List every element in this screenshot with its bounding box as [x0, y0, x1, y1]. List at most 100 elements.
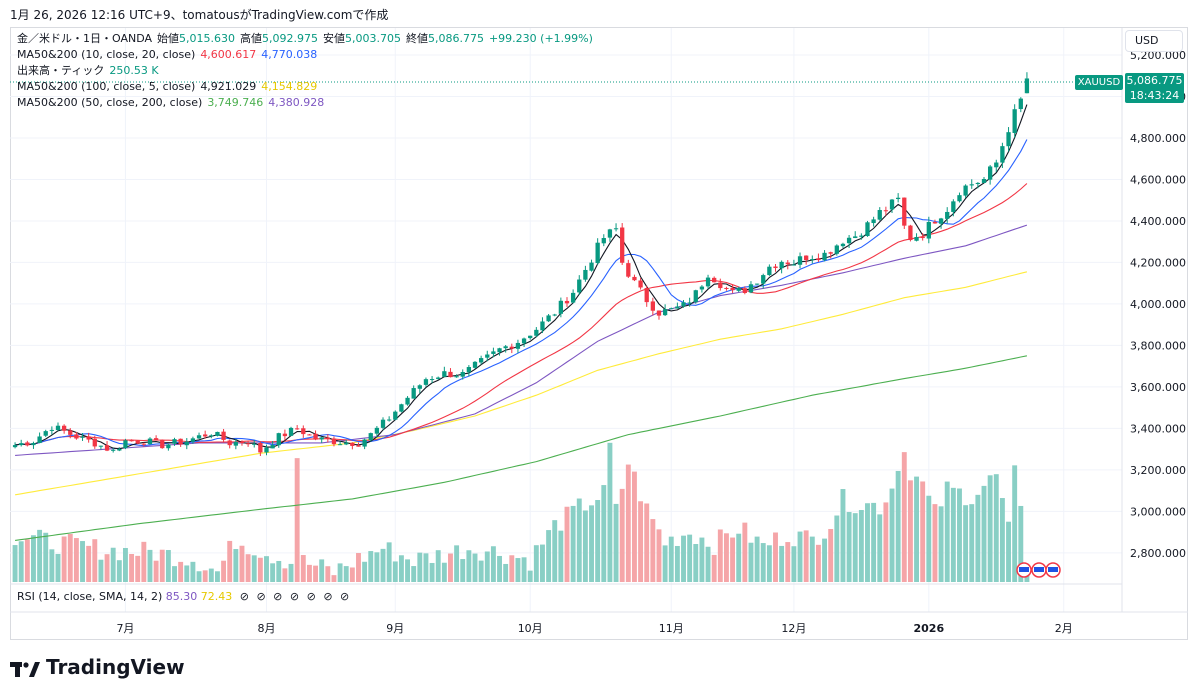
volume-bar	[926, 495, 932, 582]
candle-body	[810, 259, 815, 261]
candle	[117, 447, 122, 452]
last-price-badge: 5,086.775 18:43:24	[1125, 73, 1184, 103]
candle	[448, 368, 453, 378]
volume-bar	[116, 560, 122, 582]
candle	[761, 273, 766, 289]
candle	[43, 429, 48, 438]
candle	[693, 289, 698, 304]
candle	[963, 184, 968, 199]
candle	[429, 376, 435, 384]
candle	[613, 223, 619, 232]
candle-body	[534, 329, 539, 336]
volume-bar	[24, 539, 30, 582]
ma-long-legend[interactable]: MA50&200 (50, close, 200, close) 3,749.74…	[17, 95, 329, 111]
candle-body	[969, 184, 974, 186]
volume-bar	[558, 530, 564, 582]
volume-bar	[674, 545, 680, 582]
candle	[877, 207, 882, 221]
candle	[61, 424, 67, 434]
candle-body	[889, 199, 895, 210]
symbol-name[interactable]: 金／米ドル・1日・OANDA	[17, 32, 153, 45]
candle	[147, 437, 153, 445]
candle	[534, 327, 539, 338]
candle	[889, 199, 895, 213]
volume-bar	[527, 570, 533, 582]
candle-body	[1024, 78, 1030, 94]
candle-body	[693, 290, 698, 303]
candle-body	[975, 182, 981, 185]
candle-body	[55, 425, 61, 431]
candle	[337, 441, 343, 446]
symbol-legend[interactable]: 金／米ドル・1日・OANDA 始値5,015.630 高値5,092.975 安値5,…	[17, 31, 598, 47]
candle	[902, 197, 907, 229]
candle-body	[908, 225, 913, 241]
candle	[295, 425, 300, 430]
volume-bar	[607, 442, 613, 582]
candle-body	[926, 221, 931, 239]
candle	[908, 224, 913, 242]
candle-body	[331, 438, 337, 445]
time-tick-label: 11月	[659, 622, 684, 635]
candle	[601, 234, 606, 247]
volume-bar	[153, 560, 159, 582]
ma-short-legend[interactable]: MA50&200 (10, close, 20, close) 4,600.617…	[17, 47, 322, 63]
ma-mid-label[interactable]: MA50&200 (100, close, 5, close)	[17, 80, 196, 93]
candle	[350, 442, 355, 450]
volume-bar	[80, 541, 85, 582]
candle	[975, 182, 981, 189]
candle-body	[319, 437, 324, 440]
candle	[178, 438, 183, 447]
candle	[957, 192, 962, 203]
high-label: 高値	[240, 32, 263, 45]
volume-bar	[398, 555, 404, 582]
tradingview-logo[interactable]: TradingView	[10, 655, 185, 679]
currency-button[interactable]: USD	[1125, 30, 1183, 52]
volume-bar	[705, 546, 711, 582]
candle	[12, 442, 18, 449]
candle	[319, 436, 324, 443]
candle-body	[203, 434, 208, 437]
ma-mid-legend[interactable]: MA50&200 (100, close, 5, close) 4,921.029…	[17, 79, 322, 95]
candle	[160, 439, 165, 449]
volume-legend[interactable]: 出来高・ティック 250.53 K	[17, 63, 164, 79]
candle	[797, 252, 803, 269]
volume-bar	[981, 485, 987, 582]
ma-200-yellow-line	[15, 271, 1028, 496]
candle-body	[613, 228, 619, 230]
volume-bar	[245, 554, 251, 582]
time-tick-label: 7月	[116, 622, 134, 635]
volume-bar	[582, 510, 588, 582]
ma-short-label[interactable]: MA50&200 (10, close, 20, close)	[17, 48, 196, 61]
volume-bar	[601, 485, 607, 582]
rsi-label[interactable]: RSI (14, close, SMA, 14, 2)	[17, 590, 163, 603]
volume-bar	[687, 534, 693, 582]
candle	[779, 260, 784, 274]
volume-label[interactable]: 出来高・ティック	[17, 64, 105, 77]
ma-20-blue-line	[15, 139, 1028, 447]
volume-bar	[1012, 465, 1018, 582]
volume-bar	[920, 481, 926, 582]
chart-caption: 1月 26, 2026 12:16 UTC+9、tomatousがTrading…	[10, 8, 389, 22]
candle-body	[724, 287, 729, 289]
volume-bar	[12, 545, 18, 582]
candle-body	[607, 229, 613, 238]
volume-bar	[932, 504, 938, 582]
volume-bar	[717, 529, 723, 582]
volume-bar	[221, 560, 227, 582]
event-markers	[1016, 562, 1061, 578]
candle	[331, 436, 337, 447]
candle-body	[350, 442, 355, 446]
ma-long-label[interactable]: MA50&200 (50, close, 200, close)	[17, 96, 203, 109]
volume-bar	[760, 543, 766, 582]
candle	[773, 264, 778, 272]
volume-bar	[533, 545, 539, 582]
volume-bar	[681, 535, 686, 582]
volume-bar	[546, 530, 552, 582]
volume-bar	[975, 494, 981, 582]
candle-body	[552, 314, 557, 316]
rsi-legend[interactable]: RSI (14, close, SMA, 14, 2) 85.30 72.43 …	[17, 590, 351, 603]
volume-bar	[55, 553, 61, 582]
candle	[816, 253, 821, 262]
candle-body	[92, 438, 97, 447]
